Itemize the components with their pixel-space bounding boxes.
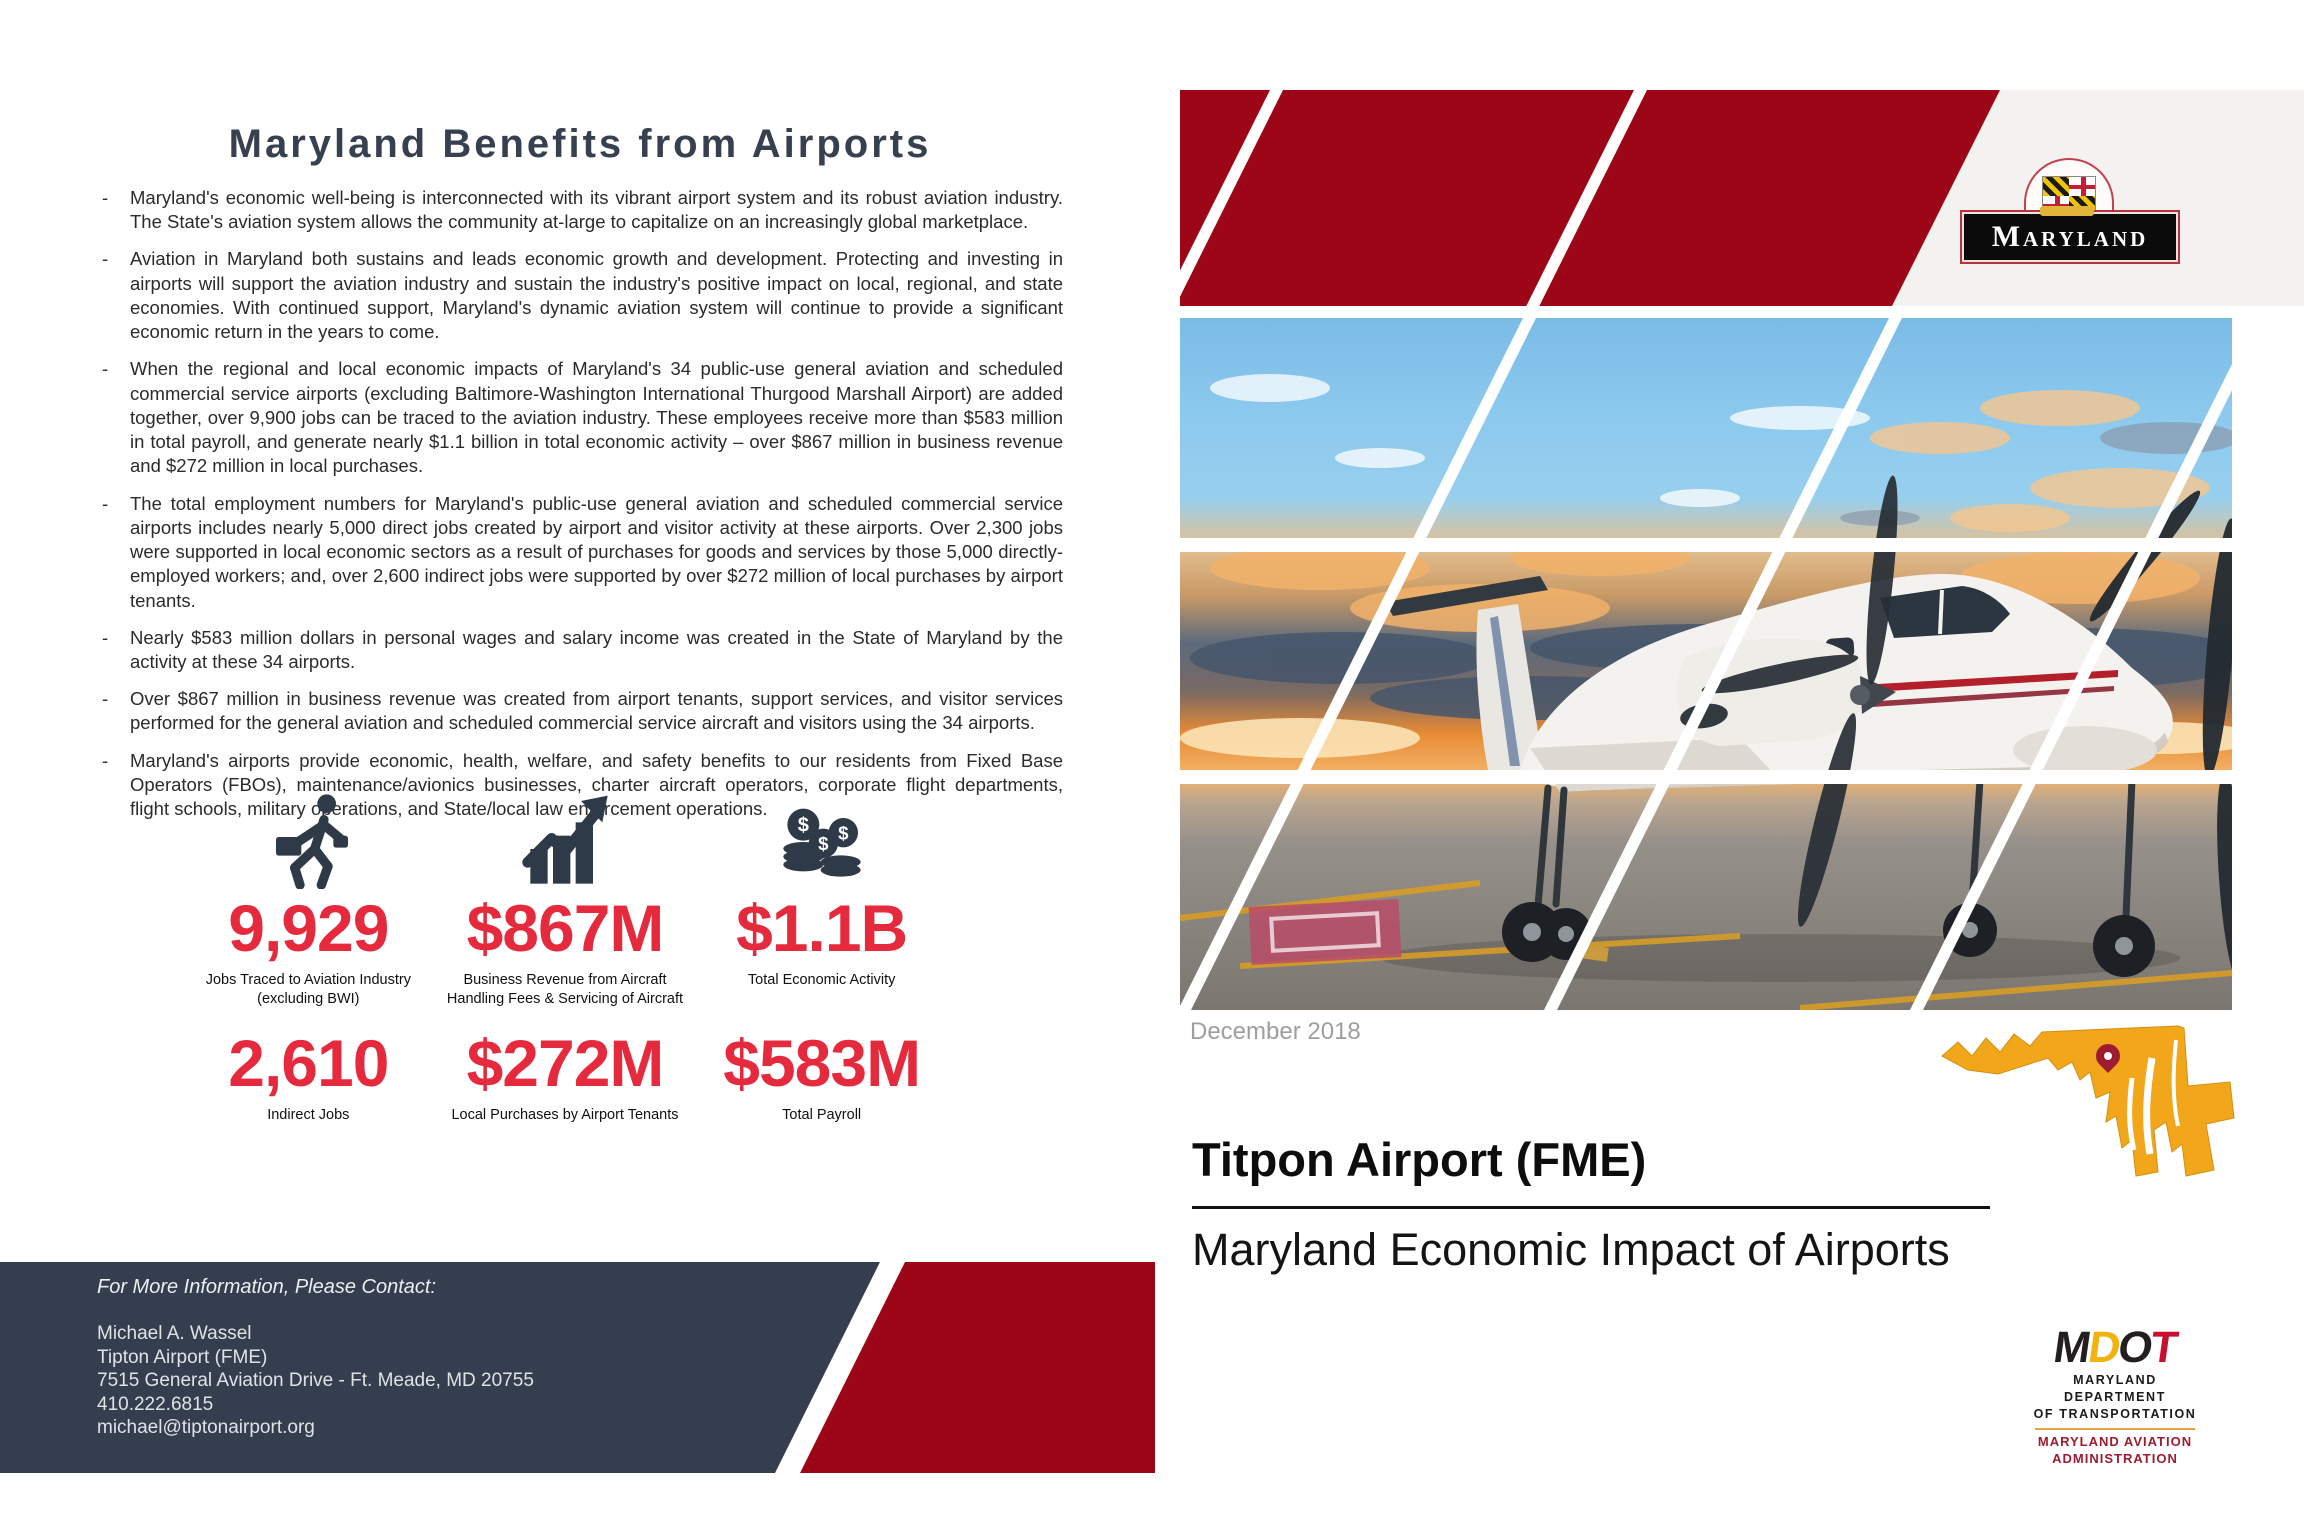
airport-title: Titpon Airport (FME) <box>1192 1133 1647 1186</box>
stat-label: Jobs Traced to Aviation Industry (exclud… <box>205 972 411 1007</box>
stat-value: $1.1B <box>736 891 908 965</box>
stats-row-1: 9,929 Jobs Traced to Aviation Industry (… <box>180 793 950 1009</box>
contact-name: Michael A. Wassel <box>97 1323 252 1344</box>
stat-activity: $ $ $ $1.1B Total Economic Activity <box>693 793 950 1009</box>
horizontal-divider <box>1180 538 2232 552</box>
stat-value: $867M <box>466 891 665 965</box>
stat-value: 9,929 <box>228 891 389 965</box>
bullet-item: The total employment numbers for Marylan… <box>100 492 1063 613</box>
stat-value: $272M <box>466 1026 665 1100</box>
report-subtitle: Maryland Economic Impact of Airports <box>1192 1224 1950 1275</box>
airplane-illustration <box>1180 374 2232 1010</box>
bullet-item: Nearly $583 million dollars in personal … <box>100 626 1063 674</box>
coins-icon: $ $ $ <box>774 793 870 889</box>
maryland-logo-ribbon <box>2040 206 2094 216</box>
bullet-item: Maryland's airports provide economic, he… <box>100 749 1063 822</box>
stat-local-purchases: $272M Local Purchases by Airport Tenants <box>437 1030 694 1125</box>
stat-value: 2,610 <box>228 1026 389 1100</box>
stat-label: Business Revenue from Aircraft Handling … <box>446 972 684 1007</box>
bullet-list: Maryland's economic well-being is interc… <box>100 186 1063 834</box>
stat-label: Total Economic Activity <box>747 972 896 988</box>
stats-row-2: 2,610 Indirect Jobs $272M Local Purchase… <box>180 1030 950 1125</box>
mdot-dept-line2: OF TRANSPORTATION <box>2033 1406 2197 1421</box>
red-banner-shape <box>1180 90 2000 306</box>
horizontal-divider <box>1180 770 2232 784</box>
contact-email: michael@tiptonairport.org <box>97 1417 315 1439</box>
mdot-dept-line1: MARYLAND DEPARTMENT <box>2064 1373 2166 1404</box>
svg-text:$: $ <box>818 833 829 854</box>
bullet-item: Maryland's economic well-being is interc… <box>100 186 1063 234</box>
mdot-admin-line1: MARYLAND AVIATION <box>2037 1433 2193 1449</box>
bullet-item: Over $867 million in business revenue wa… <box>100 687 1063 735</box>
contact-block: Michael A. Wassel Tipton Airport (FME) 7… <box>97 1322 534 1440</box>
stat-value: $583M <box>723 1026 921 1100</box>
footer-panel <box>0 1262 880 1473</box>
contact-airport: Tipton Airport (FME) <box>97 1346 268 1368</box>
airplane-photo <box>1180 318 2232 1010</box>
page-title: Maryland Benefits from Airports <box>228 122 932 166</box>
stat-label: Local Purchases by Airport Tenants <box>451 1107 679 1123</box>
growth-chart-icon <box>517 793 613 889</box>
bullet-item: When the regional and local economic imp… <box>100 357 1063 478</box>
maryland-logo-text: Maryland <box>1991 220 2149 253</box>
bullet-item: Aviation in Maryland both sustains and l… <box>100 247 1063 344</box>
red-banner <box>1180 90 2304 306</box>
mdot-admin-line2: ADMINISTRATION <box>2052 1450 2178 1466</box>
stat-jobs: 9,929 Jobs Traced to Aviation Industry (… <box>180 793 437 1009</box>
contact-phone: 410.222.6815 <box>97 1393 214 1415</box>
mdot-logo: MDOT MARYLAND DEPARTMENT OF TRANSPORTATI… <box>2020 1323 2210 1467</box>
businessman-icon <box>265 793 351 889</box>
maryland-map <box>1941 1025 2235 1177</box>
contact-heading: For More Information, Please Contact: <box>97 1276 437 1298</box>
stat-label: Indirect Jobs <box>267 1107 350 1123</box>
date-label: December 2018 <box>1190 1018 1361 1045</box>
title-underline <box>1192 1206 1990 1209</box>
svg-text:$: $ <box>797 814 808 836</box>
svg-text:$: $ <box>838 822 849 843</box>
mdot-divider <box>2035 1427 2195 1430</box>
stat-indirect-jobs: 2,610 Indirect Jobs <box>180 1030 437 1125</box>
stat-label: Total Payroll <box>782 1107 862 1123</box>
mdot-wordmark: MDOT <box>2050 1323 2180 1372</box>
stat-revenue: $867M Business Revenue from Aircraft Han… <box>437 793 694 1009</box>
stat-total-payroll: $583M Total Payroll <box>693 1030 950 1125</box>
contact-address: 7515 General Aviation Drive - Ft. Meade,… <box>97 1370 534 1392</box>
maryland-logo: Maryland <box>1962 212 2178 262</box>
